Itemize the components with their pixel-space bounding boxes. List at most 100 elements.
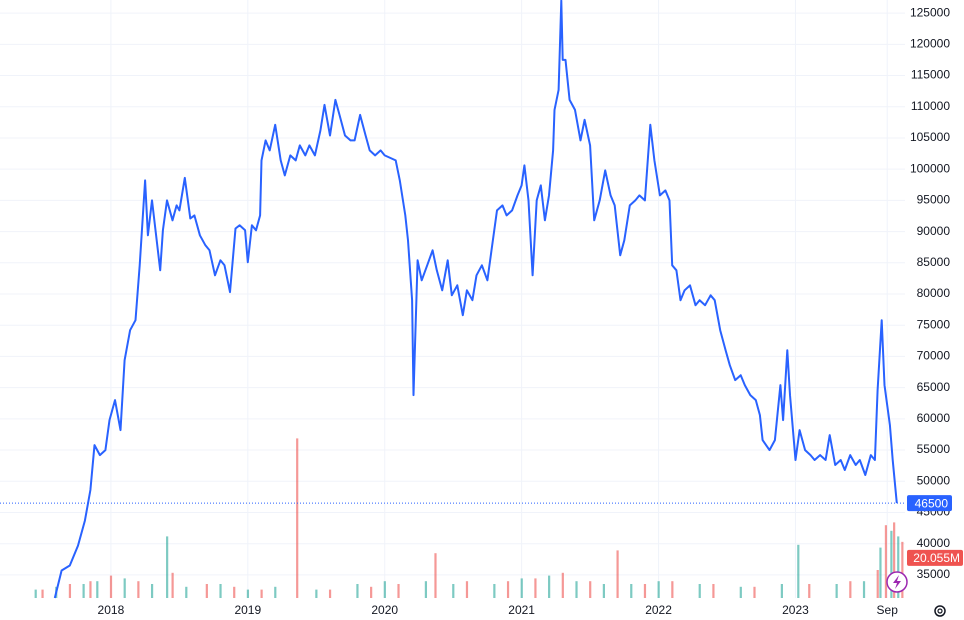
volume-bar [739,586,742,598]
gear-icon [934,605,946,617]
volume-bar [780,584,783,598]
volume-bar [493,584,496,598]
y-tick-label: 55000 [917,442,951,456]
x-tick-label: 2020 [371,603,398,617]
volume-bar [643,584,647,598]
volume-bar [893,522,896,598]
volume-bar [123,578,126,598]
volume-bar [89,581,92,598]
volume-bar [630,584,633,598]
y-tick-label: 35000 [917,567,951,581]
last-value-label: 46500 [915,496,949,510]
volume-bar [897,536,900,598]
y-tick-label: 75000 [917,317,951,331]
volume-bar [82,584,85,598]
volume-bar [890,530,893,598]
volume-bar [465,581,469,598]
volume-bar [397,584,400,598]
volume-bar [383,581,386,598]
volume-bar [616,550,619,598]
y-tick-label: 105000 [910,130,950,144]
volume-bar [356,584,359,598]
volume-bar [34,589,37,598]
volume-bar [219,584,222,598]
y-tick-label: 100000 [910,161,950,175]
y-tick-label: 85000 [917,255,951,269]
volume-bar [808,584,811,598]
volume-bar [166,536,169,598]
volume-bar [328,589,332,598]
x-tick-label: 2022 [645,603,672,617]
y-tick-label: 80000 [917,286,951,300]
y-tick-label: 70000 [917,349,951,363]
volume-bar [233,586,236,598]
volume-bar [96,581,99,598]
volume-bar [185,586,188,598]
settings-button[interactable] [934,605,946,617]
volume-bar [109,575,113,598]
volume-bar [602,584,605,598]
volume-bar [884,525,888,598]
y-tick-label: 40000 [917,536,951,550]
volume-bar [520,578,523,598]
x-tick-label: 2021 [508,603,535,617]
volume-bar [205,584,208,598]
volume-bar [137,581,140,598]
last-value-badge [907,495,952,512]
grid [0,0,905,598]
volume-bar [534,578,537,598]
volume-bar [876,570,879,598]
volume-bar [506,581,510,598]
volume-badge [907,549,963,566]
x-tick-label: Sep [877,603,899,617]
volume-bar [561,572,564,598]
volume-bar [797,544,800,598]
volume-bar [849,581,852,598]
volume-bar [862,581,866,598]
volume-bar [671,581,674,598]
volume-bar [548,575,551,598]
y-tick-label: 125000 [910,5,950,19]
volume-bar [150,584,154,598]
y-tick-label: 50000 [917,473,951,487]
volume-bar [879,547,882,598]
y-tick-label: 60000 [917,411,951,425]
volume-label: 20.055M [913,551,960,565]
volume-bar [296,438,299,598]
lightning-icon [893,575,901,589]
volume-bar [274,586,277,598]
volume-bar [657,581,660,598]
volume-bar [698,584,701,598]
y-tick-label: 65000 [917,380,951,394]
volume-bar [246,589,250,598]
volume-bar [753,586,756,598]
price-line [53,0,898,599]
x-tick-label: 2019 [234,603,261,617]
volume-bar [712,584,715,598]
y-tick-label: 115000 [911,68,950,82]
volume-bar [68,584,72,598]
y-tick-label: 95000 [917,193,951,207]
volume-bar [434,553,437,598]
volume-bar [370,586,373,598]
volume-bar [315,589,318,598]
volume-bar [589,581,592,598]
volume-bar [835,584,838,598]
volume-bar [424,581,428,598]
price-pane [0,0,905,599]
y-tick-label: 110000 [911,99,950,113]
volume-bar [41,589,44,598]
volume-bar [575,581,578,598]
x-tick-label: 2023 [782,603,809,617]
volume-bar [452,584,455,598]
volume-bar [171,572,174,598]
gear-hub [937,608,943,614]
axes: 2018 2019 2020 2021 2022 2023 Sep3500040000450… [98,5,963,617]
y-tick-label: 90000 [917,224,951,238]
x-tick-label: 2018 [98,603,125,617]
y-tick-label: 120000 [910,36,950,50]
volume-bar [260,589,263,598]
volume-bar [901,541,904,598]
volume-pane [34,438,904,598]
